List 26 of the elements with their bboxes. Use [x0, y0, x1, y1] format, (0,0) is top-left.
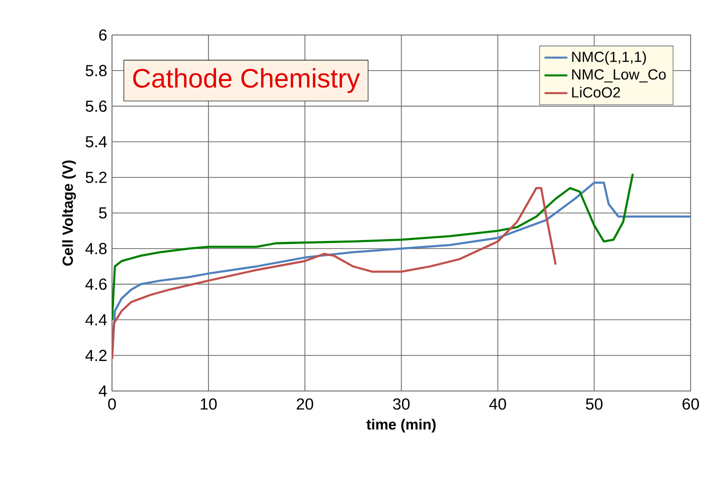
y-tick-label: 5.4 — [86, 136, 107, 148]
x-tick-label: 20 — [296, 398, 314, 410]
line-series — [112, 172, 634, 321]
x-tick-label: 30 — [393, 398, 410, 410]
y-tick-label: 5.6 — [86, 100, 107, 112]
y-axis-title: Cell Voltage (V) — [62, 160, 76, 266]
line-series — [112, 187, 557, 360]
legend-label: NMC(1,1,1) — [572, 51, 646, 65]
text: Cathode Chemistry — [133, 68, 360, 94]
x-axis-title: time (min) — [366, 418, 436, 433]
x-tick-label: 40 — [489, 398, 506, 410]
y-tick-label: 5.8 — [86, 64, 107, 76]
legend-label: LiCoO2 — [572, 86, 620, 98]
x-tick-label: 50 — [586, 398, 602, 410]
legend-label: NMC_Low_Co — [572, 69, 666, 82]
y-tick-label: 4 — [98, 385, 107, 396]
x-tick-label: 0 — [108, 398, 116, 410]
y-tick-label: 4.8 — [85, 242, 107, 254]
y-tick-label: 6 — [99, 29, 107, 41]
x-tick-label: 60 — [682, 398, 699, 410]
y-tick-label: 4.2 — [85, 350, 106, 361]
y-tick-label: 5 — [99, 207, 107, 219]
y-tick-label: 4.6 — [85, 278, 107, 290]
y-tick-label: 5.2 — [86, 172, 106, 184]
y-tick-label: 4.4 — [85, 314, 107, 326]
x-tick-label: 10 — [200, 398, 217, 410]
